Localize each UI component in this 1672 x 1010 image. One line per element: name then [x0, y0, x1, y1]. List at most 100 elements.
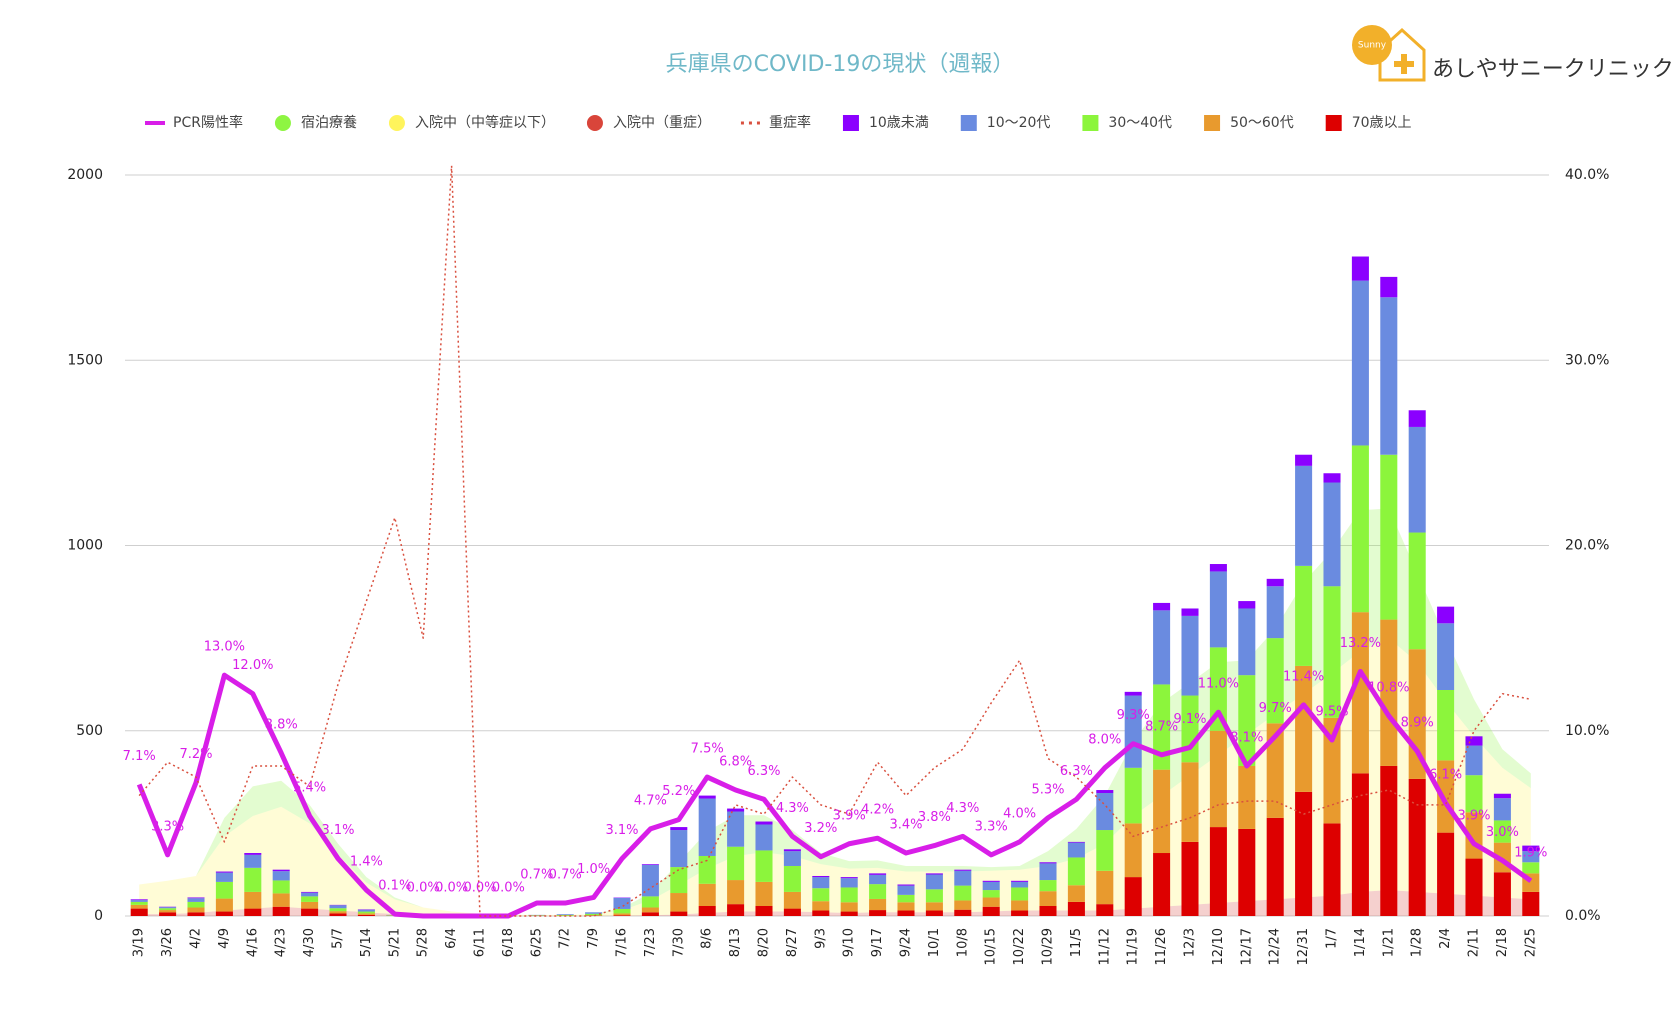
bar	[1323, 586, 1341, 718]
bar	[1266, 817, 1284, 916]
bar	[1266, 638, 1284, 724]
bar	[698, 855, 716, 884]
data-label: 6.1%	[1429, 767, 1462, 782]
bar	[897, 902, 915, 911]
bar	[1096, 830, 1114, 871]
y2-tick-label: 30.0%	[1565, 352, 1609, 368]
data-label: 13.2%	[1340, 636, 1381, 651]
bar	[1380, 619, 1398, 766]
bar	[585, 913, 603, 916]
data-label: 8.0%	[1088, 732, 1121, 747]
x-tick-label: 1/14	[1353, 928, 1368, 957]
bar	[727, 880, 745, 905]
bar	[783, 851, 801, 866]
bar	[1380, 276, 1398, 298]
legend-label: 50～60代	[1230, 115, 1294, 131]
x-tick-label: 1/21	[1381, 928, 1396, 957]
bar	[812, 888, 830, 902]
bar	[1153, 602, 1171, 611]
bar	[982, 881, 1000, 891]
bar	[357, 911, 375, 914]
x-tick-label: 7/16	[615, 928, 630, 957]
bar	[925, 874, 943, 890]
bar	[812, 877, 830, 889]
bar	[1351, 445, 1369, 613]
logo-cross	[1394, 54, 1414, 74]
legend-marker	[586, 115, 603, 131]
bar	[1465, 736, 1483, 746]
logo-text: あしやサニークリニック	[1432, 57, 1672, 82]
data-label: 9.7%	[1259, 701, 1292, 716]
bar	[1408, 778, 1426, 916]
data-label: 3.8%	[918, 810, 951, 825]
bar	[982, 880, 1000, 882]
bar	[1295, 665, 1313, 792]
x-tick-label: 10/8	[955, 928, 970, 957]
bar	[840, 878, 858, 888]
bar	[641, 864, 659, 897]
bar	[244, 908, 262, 916]
x-tick-label: 9/10	[842, 928, 857, 957]
data-label: 3.1%	[605, 823, 638, 838]
bar	[1011, 881, 1029, 888]
bar	[727, 811, 745, 847]
bar	[159, 908, 177, 911]
x-tick-label: 4/30	[302, 928, 317, 957]
bar	[1039, 891, 1057, 906]
legend-marker	[960, 115, 977, 131]
x-tick-label: 10/1	[927, 928, 942, 957]
bar	[613, 913, 631, 916]
bar	[329, 911, 347, 914]
data-label: 0.0%	[407, 881, 440, 896]
bar	[244, 867, 262, 892]
y-tick-label: 500	[76, 723, 103, 739]
bar	[1209, 647, 1227, 731]
legend-label: PCR陽性率	[173, 114, 243, 131]
bar	[755, 824, 773, 851]
data-label: 0.7%	[549, 868, 582, 883]
bar	[869, 910, 887, 916]
x-tick-label: 4/2	[189, 928, 204, 949]
bar	[1238, 828, 1256, 916]
bar	[1096, 904, 1114, 916]
bar	[357, 913, 375, 915]
bar	[272, 880, 290, 894]
x-tick-label: 3/26	[160, 928, 175, 957]
x-tick-label: 12/24	[1268, 928, 1283, 965]
bar	[130, 908, 148, 916]
data-label: 13.0%	[204, 640, 245, 655]
bar	[1493, 872, 1511, 916]
bar	[670, 893, 688, 912]
data-label: 3.1%	[321, 823, 354, 838]
bar	[1209, 827, 1227, 916]
data-label: 5.2%	[662, 784, 695, 799]
bar	[1437, 832, 1455, 916]
bar	[1295, 454, 1313, 466]
bar	[187, 907, 205, 913]
y2-tick-label: 40.0%	[1565, 167, 1609, 183]
bar	[1096, 870, 1114, 905]
x-tick-label: 8/6	[700, 928, 715, 949]
data-label: 4.3%	[946, 801, 979, 816]
bar	[954, 870, 972, 886]
bar	[1181, 615, 1199, 696]
legend-label: 70歳以上	[1352, 115, 1412, 131]
data-label: 1.9%	[1514, 845, 1547, 860]
bar	[1493, 820, 1511, 843]
bar	[244, 854, 262, 868]
x-tick-label: 8/20	[757, 928, 772, 957]
x-tick-label: 2/4	[1438, 928, 1453, 949]
bar	[641, 907, 659, 913]
dotted-line	[138, 164, 1531, 917]
x-tick-label: 2/11	[1467, 928, 1482, 957]
bar	[1266, 723, 1284, 818]
bar	[244, 853, 262, 855]
logo-sun	[1352, 25, 1392, 65]
bar	[1067, 842, 1085, 858]
y-tick-label: 1500	[67, 352, 103, 368]
bar	[1295, 791, 1313, 916]
data-label: 3.9%	[1457, 808, 1490, 823]
data-label: 4.3%	[776, 801, 809, 816]
data-label: 3.3%	[975, 819, 1008, 834]
